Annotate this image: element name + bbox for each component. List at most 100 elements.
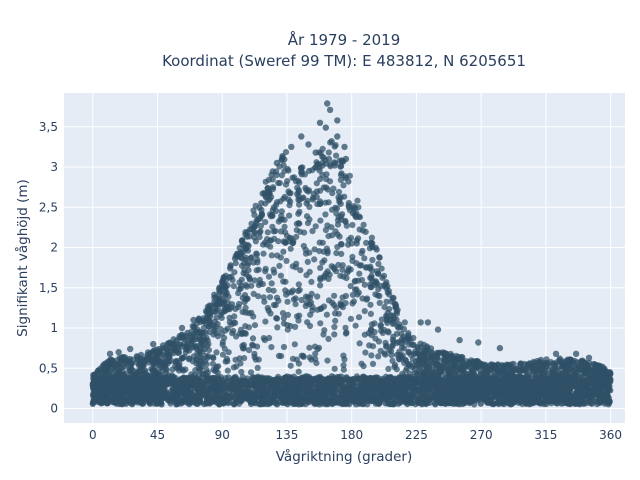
data-point (134, 356, 141, 363)
data-point (418, 344, 425, 351)
data-point (342, 217, 349, 224)
data-point (198, 355, 205, 362)
data-points (89, 100, 614, 408)
data-point (406, 335, 413, 342)
data-point (264, 304, 271, 312)
data-point (478, 370, 485, 377)
data-point (563, 369, 571, 376)
data-point (237, 326, 244, 333)
data-point (283, 257, 290, 264)
data-point (317, 217, 324, 224)
data-point (433, 361, 441, 368)
data-point (529, 368, 536, 375)
data-point (441, 360, 448, 367)
data-point (328, 224, 335, 231)
data-point (207, 321, 214, 328)
data-point (306, 216, 313, 223)
data-point (152, 357, 159, 364)
data-point (213, 365, 220, 372)
data-point (316, 248, 323, 255)
data-point (309, 167, 316, 174)
data-point (257, 222, 264, 230)
data-point (355, 314, 363, 321)
data-point (138, 399, 145, 406)
data-point (253, 267, 260, 274)
data-point (295, 317, 302, 324)
data-point (278, 353, 285, 360)
data-point (555, 367, 562, 374)
data-point (343, 329, 350, 336)
data-point (354, 197, 361, 204)
data-point (355, 289, 362, 296)
data-point (445, 366, 452, 374)
data-point (311, 246, 318, 253)
data-point (375, 260, 382, 267)
data-point (288, 235, 295, 242)
data-point (393, 351, 401, 358)
data-point (534, 357, 541, 365)
data-point (325, 149, 332, 156)
data-point (222, 327, 229, 334)
data-point (272, 302, 279, 309)
data-point (177, 334, 185, 341)
data-point (256, 234, 263, 241)
data-point (165, 347, 172, 354)
data-point (111, 391, 118, 398)
data-point (236, 300, 243, 308)
data-point (230, 283, 237, 290)
data-point (367, 310, 374, 317)
data-point (542, 368, 549, 375)
data-point (385, 365, 392, 372)
data-point (274, 324, 281, 331)
data-point (200, 329, 207, 336)
data-point (245, 260, 252, 267)
data-point (411, 350, 418, 357)
data-point (317, 275, 324, 282)
data-point (178, 355, 185, 362)
data-point (345, 178, 352, 185)
data-point (400, 325, 407, 333)
data-point (269, 168, 276, 175)
data-point (325, 155, 333, 163)
data-point (368, 326, 375, 333)
data-point (214, 333, 222, 340)
data-point (277, 254, 284, 261)
data-point (332, 317, 339, 324)
data-point (363, 264, 370, 271)
data-point (583, 361, 590, 368)
data-point (226, 314, 233, 321)
data-point (317, 176, 324, 183)
data-point (247, 369, 255, 376)
data-point (212, 301, 219, 308)
data-point (282, 149, 290, 156)
data-point (282, 181, 290, 188)
data-point (296, 201, 303, 208)
data-point (362, 349, 369, 356)
data-point (317, 264, 324, 271)
data-point (335, 194, 342, 201)
data-point (375, 338, 382, 345)
data-point (323, 176, 330, 183)
data-point (494, 368, 501, 375)
data-point (258, 212, 265, 219)
data-point (330, 185, 337, 192)
data-point (320, 184, 327, 191)
data-point (292, 301, 299, 308)
data-point (338, 250, 345, 257)
data-point (262, 268, 269, 275)
data-point (376, 299, 383, 306)
data-point (500, 362, 507, 369)
data-point (280, 315, 287, 322)
data-point (322, 211, 329, 218)
data-point (554, 400, 561, 407)
data-point (340, 366, 347, 373)
data-point (170, 350, 177, 357)
data-point (116, 369, 123, 376)
data-point (360, 221, 367, 228)
data-point (372, 291, 379, 298)
data-point (260, 294, 267, 301)
data-point (381, 304, 388, 311)
data-point (224, 367, 231, 374)
data-point (253, 250, 260, 257)
data-point (309, 228, 316, 235)
